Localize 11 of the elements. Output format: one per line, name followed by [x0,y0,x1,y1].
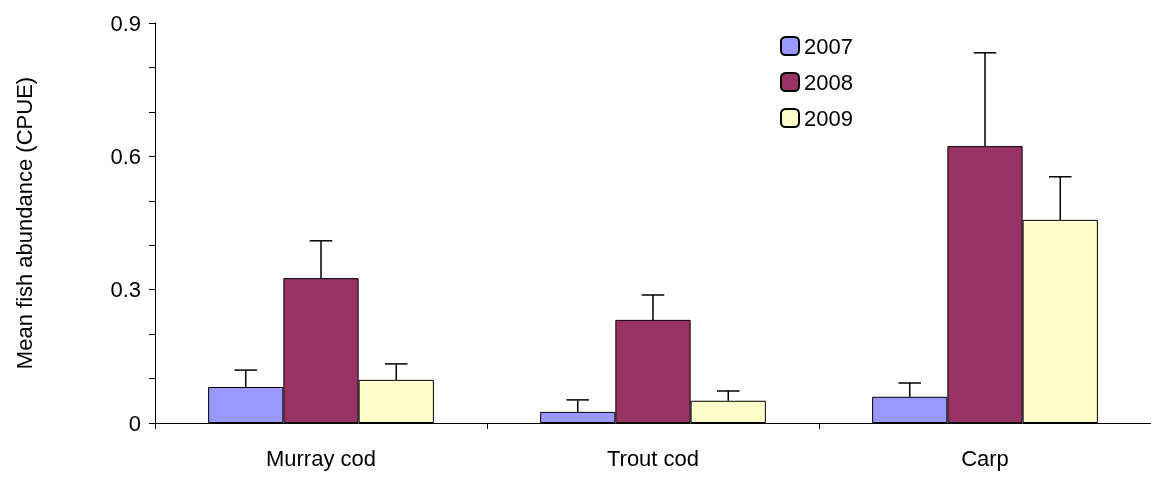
x-tick-label: Trout cod [606,445,700,471]
x-tick-label: Murray cod [265,445,377,471]
x-tick-label: Carp [961,445,1009,471]
legend-label: 2009 [804,105,853,131]
y-tick-label: 0.3 [110,277,141,303]
y-tick-label: 0.6 [110,143,141,169]
y-tick-label: 0.9 [110,10,141,36]
legend-label: 2007 [804,33,853,59]
y-axis-title: Mean fish abundance (CPUE) [11,76,37,370]
legend-label: 2008 [804,69,853,95]
y-tick-label: 0 [128,410,141,436]
